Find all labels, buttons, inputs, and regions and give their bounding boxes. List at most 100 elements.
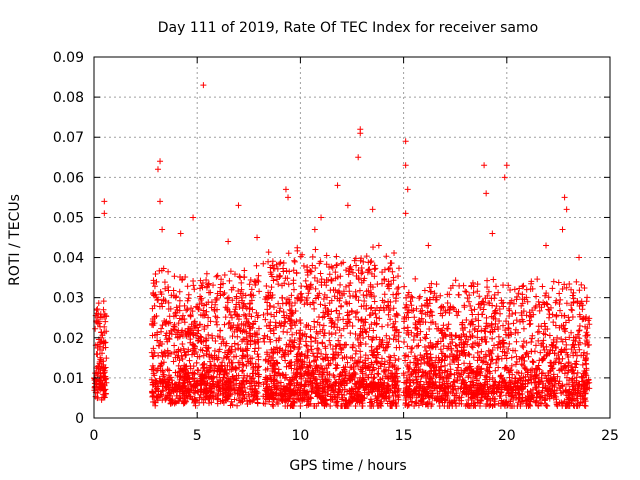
data-point: [546, 314, 553, 321]
data-point: [354, 309, 361, 316]
data-point: [290, 280, 297, 287]
data-point: [97, 311, 104, 318]
data-point: [205, 281, 212, 288]
data-point: [307, 333, 314, 340]
data-point: [94, 351, 101, 358]
data-point: [161, 279, 168, 286]
data-point: [157, 198, 164, 205]
data-point: [159, 322, 166, 329]
data-point: [500, 282, 507, 289]
y-tick-label: 0.04: [53, 251, 84, 267]
data-point: [103, 379, 110, 386]
data-point: [297, 316, 304, 323]
data-point: [212, 313, 219, 320]
data-point: [203, 382, 210, 389]
data-point: [375, 242, 382, 249]
data-point: [423, 347, 430, 354]
data-point: [233, 293, 240, 300]
data-point: [154, 166, 161, 173]
data-point: [263, 282, 270, 289]
data-point: [176, 395, 183, 402]
data-point: [320, 322, 327, 329]
data-point: [219, 336, 226, 343]
data-point: [215, 363, 222, 370]
data-point: [149, 315, 156, 322]
data-point: [160, 359, 167, 366]
data-point: [201, 387, 208, 394]
data-point: [249, 389, 256, 396]
data-point: [185, 346, 192, 353]
data-point: [357, 130, 364, 137]
data-point: [241, 394, 248, 401]
data-point: [484, 277, 491, 284]
data-point: [165, 299, 172, 306]
data-point: [332, 330, 339, 337]
data-point: [304, 264, 311, 271]
data-point: [228, 386, 235, 393]
data-point: [269, 258, 276, 265]
data-point: [101, 382, 108, 389]
data-point: [255, 356, 262, 363]
data-point: [167, 400, 174, 407]
data-point: [187, 339, 194, 346]
data-point: [386, 353, 393, 360]
data-point: [185, 329, 192, 336]
data-point: [489, 230, 496, 237]
x-tick-label: 0: [90, 428, 99, 444]
data-point: [212, 296, 219, 303]
data-point: [270, 402, 277, 409]
data-point: [255, 363, 262, 370]
data-point: [198, 300, 205, 307]
data-point: [179, 384, 186, 391]
data-point: [103, 328, 110, 335]
data-point: [368, 258, 375, 265]
data-point: [207, 318, 214, 325]
x-tick-label: 10: [291, 428, 309, 444]
data-point: [237, 399, 244, 406]
data-point: [179, 312, 186, 319]
data-point: [210, 282, 217, 289]
data-point: [318, 214, 325, 221]
data-point: [501, 174, 508, 181]
data-point: [240, 374, 247, 381]
data-point: [511, 286, 518, 293]
data-point: [369, 206, 376, 213]
data-point: [151, 292, 158, 299]
data-point: [102, 318, 109, 325]
data-point: [207, 289, 214, 296]
data-point: [416, 295, 423, 302]
x-tick-label: 20: [498, 428, 516, 444]
data-point: [197, 346, 204, 353]
data-point: [243, 362, 250, 369]
data-point: [239, 352, 246, 359]
data-point: [194, 304, 201, 311]
data-point: [249, 324, 256, 331]
data-point: [416, 293, 423, 300]
data-point: [201, 326, 208, 333]
data-point: [344, 312, 351, 319]
data-point: [368, 321, 375, 328]
data-point: [196, 371, 203, 378]
data-point: [468, 307, 475, 314]
data-point: [234, 402, 241, 409]
data-point: [202, 381, 209, 388]
y-tick-labels: 00.010.020.030.040.050.060.070.080.09: [53, 50, 84, 427]
data-point: [178, 367, 185, 374]
data-point: [481, 162, 488, 169]
data-point: [197, 297, 204, 304]
data-point: [471, 306, 478, 313]
data-point: [225, 238, 232, 245]
data-point: [276, 260, 283, 267]
data-point: [493, 303, 500, 310]
data-point: [154, 397, 161, 404]
data-point: [222, 385, 229, 392]
data-point: [202, 337, 209, 344]
data-point: [187, 381, 194, 388]
data-point: [95, 377, 102, 384]
data-point: [520, 325, 527, 332]
data-point: [353, 347, 360, 354]
data-point: [152, 271, 159, 278]
data-point: [224, 395, 231, 402]
data-point: [412, 275, 419, 282]
data-point: [533, 293, 540, 300]
